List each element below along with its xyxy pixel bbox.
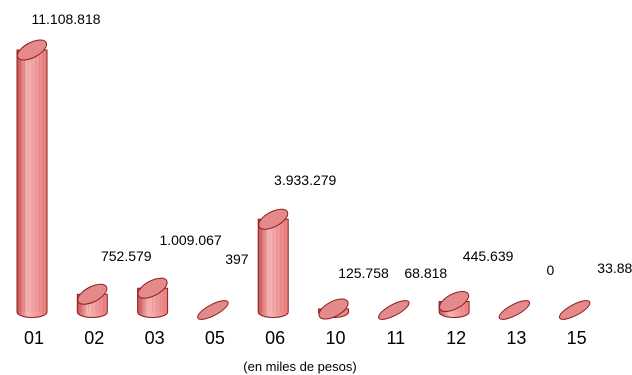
bar-05-top bbox=[197, 300, 229, 320]
bar-11-top bbox=[378, 300, 410, 320]
value-label-01: 11.108.818 bbox=[31, 11, 100, 27]
bar-01-top bbox=[16, 39, 48, 61]
bar-10-top bbox=[318, 298, 349, 320]
category-label-01: 01 bbox=[24, 328, 44, 348]
category-labels-group: 01 02 03 05 06 10 11 12 13 15 bbox=[24, 328, 587, 348]
x-axis-label: (en miles de pesos) bbox=[243, 359, 356, 374]
value-label-03: 1.009.067 bbox=[159, 232, 221, 248]
bar-15-top bbox=[558, 300, 591, 320]
category-label-06: 06 bbox=[265, 328, 285, 348]
value-label-02: 752.579 bbox=[101, 248, 152, 264]
value-label-05: 397 bbox=[225, 251, 249, 267]
value-label-06: 3.933.279 bbox=[274, 172, 336, 188]
bar-01 bbox=[16, 49, 48, 318]
value-label-10: 125.758 bbox=[338, 265, 389, 281]
category-label-10: 10 bbox=[325, 328, 345, 348]
value-label-11: 68.818 bbox=[404, 265, 447, 281]
category-label-05: 05 bbox=[205, 328, 225, 348]
bar-02-top bbox=[77, 283, 108, 305]
category-label-03: 03 bbox=[145, 328, 165, 348]
value-label-12: 445.639 bbox=[463, 248, 514, 264]
bar-06 bbox=[257, 218, 289, 318]
value-label-13: 0 bbox=[547, 262, 555, 278]
category-label-13: 13 bbox=[506, 328, 526, 348]
category-label-02: 02 bbox=[84, 328, 104, 348]
bar-03-top bbox=[137, 277, 168, 299]
bar-12-top bbox=[439, 290, 470, 313]
bars-group bbox=[16, 39, 591, 320]
category-label-12: 12 bbox=[446, 328, 466, 348]
bar-13-top bbox=[498, 300, 531, 320]
category-label-11: 11 bbox=[386, 328, 405, 348]
bar-06-top bbox=[258, 208, 289, 230]
value-label-15: 33.884 bbox=[597, 260, 632, 276]
category-label-15: 15 bbox=[567, 328, 587, 348]
